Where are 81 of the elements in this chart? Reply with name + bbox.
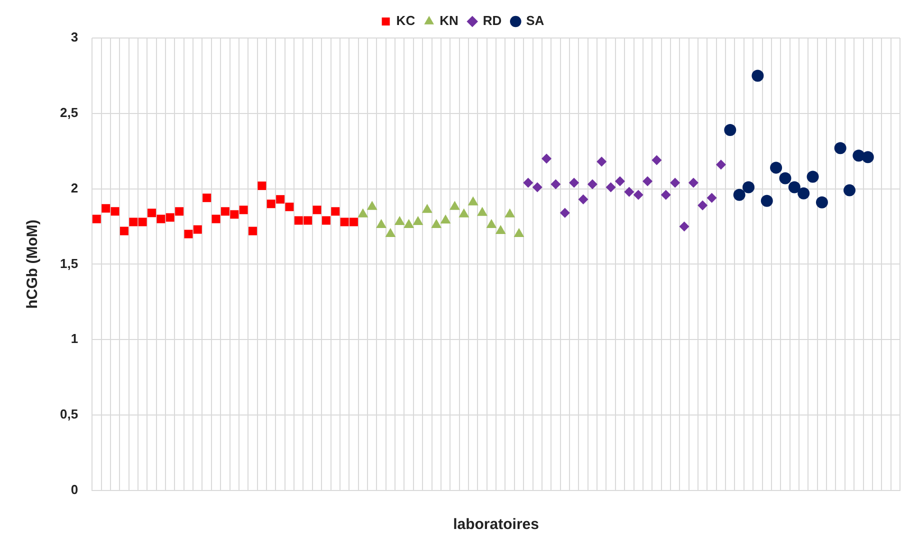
point [844, 184, 856, 196]
point [220, 207, 230, 216]
y-tick-label: 1,5 [60, 256, 78, 271]
point [514, 228, 524, 238]
y-tick-label: 0 [70, 482, 78, 497]
point [733, 188, 746, 201]
point [110, 207, 120, 216]
point [587, 179, 598, 190]
point [742, 181, 755, 194]
point [193, 225, 202, 234]
legend-label: RD [482, 13, 502, 28]
point [340, 218, 349, 226]
point [285, 202, 294, 212]
point [322, 216, 330, 225]
point [266, 200, 276, 208]
point [202, 194, 212, 202]
point [550, 179, 561, 190]
point [184, 230, 193, 238]
point [806, 170, 819, 183]
point [258, 182, 266, 190]
point [92, 214, 101, 224]
point [138, 218, 147, 226]
point [614, 176, 625, 186]
y-axis-title: hCGb (MoM) [24, 220, 42, 309]
point [331, 207, 340, 216]
x-axis-title: laboratoires [453, 516, 539, 534]
point [349, 218, 358, 226]
point [542, 154, 552, 164]
legend-label: KC [396, 13, 416, 28]
point [230, 210, 239, 219]
point [624, 186, 634, 197]
point [304, 216, 312, 225]
point [834, 142, 846, 154]
point [798, 187, 810, 200]
point [752, 70, 764, 82]
point [312, 206, 322, 214]
point [120, 226, 128, 236]
point [523, 178, 534, 188]
point [239, 206, 248, 214]
point [688, 178, 698, 188]
point [862, 151, 874, 164]
point [166, 213, 174, 222]
point [652, 155, 662, 166]
point [596, 156, 607, 167]
point [148, 208, 156, 218]
point [532, 182, 542, 192]
point [716, 160, 726, 170]
point [679, 222, 690, 232]
point [760, 194, 773, 207]
point [102, 204, 110, 213]
point [788, 181, 800, 194]
y-tick-label: 1 [70, 331, 78, 346]
point [779, 172, 792, 184]
y-tick-label: 3 [70, 30, 78, 45]
point [578, 194, 588, 204]
point [212, 214, 220, 224]
point [385, 228, 396, 238]
point [706, 192, 717, 203]
legend-label: KN [440, 13, 458, 28]
point [248, 226, 257, 236]
y-tick-label: 2 [70, 180, 78, 196]
point [606, 182, 616, 192]
point [724, 124, 736, 136]
point [129, 218, 138, 226]
point [816, 196, 828, 208]
point [670, 178, 680, 188]
point [633, 190, 644, 200]
point [642, 176, 653, 186]
point [569, 178, 580, 188]
point [698, 200, 708, 210]
y-tick-label: 0,5 [60, 406, 78, 422]
point [770, 162, 782, 174]
point [276, 195, 285, 204]
point [294, 216, 303, 225]
point [175, 207, 184, 216]
point [156, 214, 166, 224]
point [660, 190, 671, 200]
point [560, 208, 570, 218]
point [495, 225, 506, 234]
legend-label: SA [526, 13, 545, 28]
y-tick-label: 2,5 [60, 104, 78, 120]
